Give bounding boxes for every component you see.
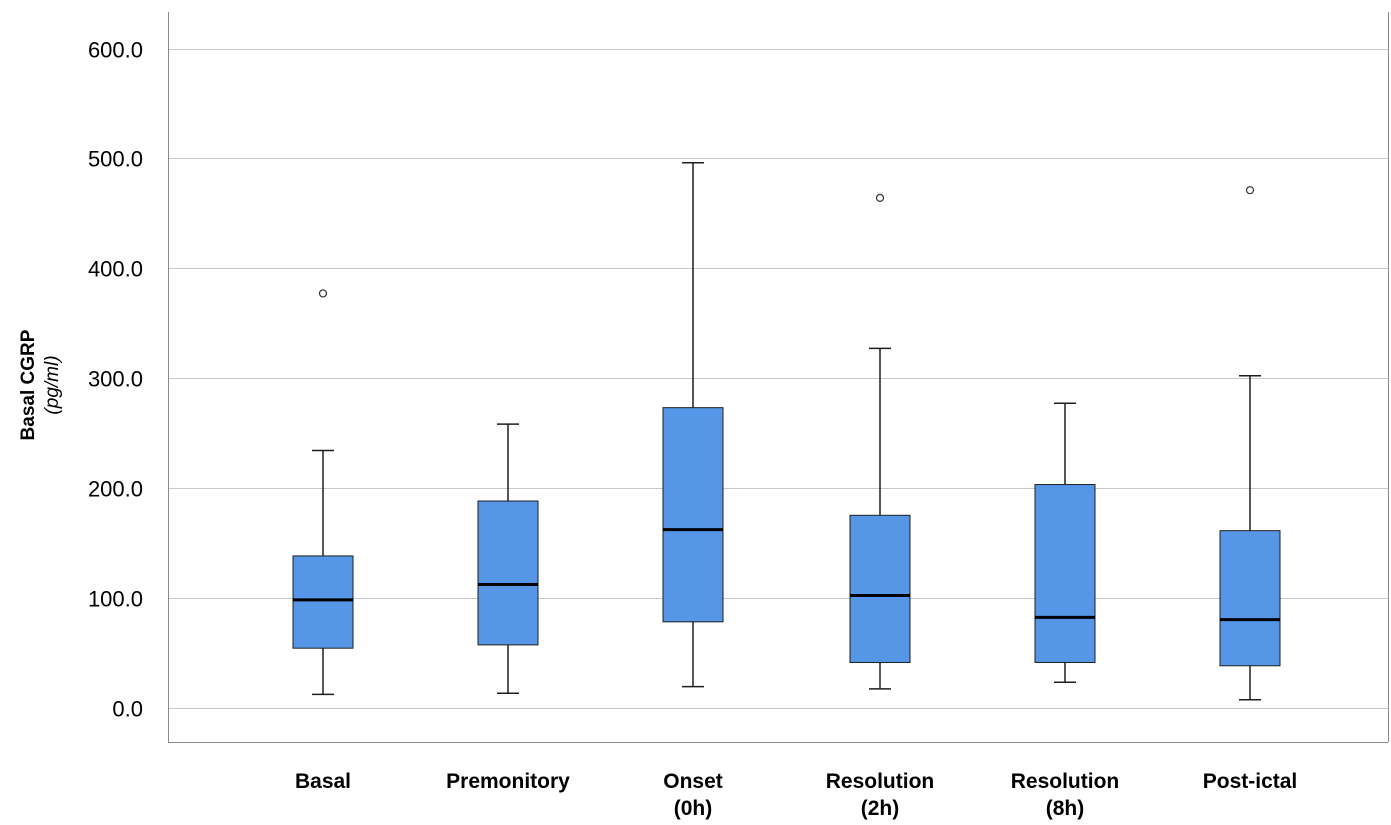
box-iqr <box>292 555 354 649</box>
box-group <box>849 193 911 690</box>
box-iqr <box>1219 530 1281 667</box>
category-label: (8h) <box>1046 797 1085 820</box>
category-label: Premonitory <box>446 770 570 793</box>
y-axis-title-main: Basal CGRP <box>18 329 39 440</box>
box-group <box>662 161 724 688</box>
category-label: Onset <box>663 770 723 793</box>
category-labels: Basal Premonitory Onset (0h) Resolution (2h) R… <box>295 770 1297 820</box>
y-tick-label: 0.0 <box>112 697 143 722</box>
y-tick-labels: 0.0 100.0 200.0 300.0 400.0 500.0 600.0 <box>88 38 143 722</box>
category-label: (2h) <box>861 797 900 820</box>
box-iqr <box>849 514 911 663</box>
box-group <box>292 289 354 696</box>
box-group <box>1034 402 1096 683</box>
y-axis-title: Basal CGRP (pg/ml) <box>18 329 63 440</box>
outlier-point <box>1245 186 1255 195</box>
axes <box>168 12 1389 743</box>
box-group <box>477 423 539 694</box>
y-tick-label: 600.0 <box>88 38 143 63</box>
y-tick-label: 300.0 <box>88 367 143 392</box>
y-tick-label: 400.0 <box>88 257 143 282</box>
y-tick-label: 100.0 <box>88 587 143 612</box>
outlier-point <box>875 193 885 202</box>
box-iqr <box>1034 484 1096 663</box>
box-group <box>1219 186 1281 701</box>
boxes <box>292 161 1281 701</box>
category-label: (0h) <box>674 797 713 820</box>
box-iqr <box>662 407 724 623</box>
category-label: Resolution <box>826 770 935 793</box>
category-label: Basal <box>295 770 351 793</box>
y-tick-label: 200.0 <box>88 477 143 502</box>
outlier-point <box>318 289 328 298</box>
category-label: Resolution <box>1011 770 1120 793</box>
y-axis-title-unit: (pg/ml) <box>42 355 63 414</box>
gridlines <box>168 49 1388 709</box>
category-label: Post-ictal <box>1203 770 1298 793</box>
box-iqr <box>477 500 539 646</box>
y-tick-label: 500.0 <box>88 147 143 172</box>
